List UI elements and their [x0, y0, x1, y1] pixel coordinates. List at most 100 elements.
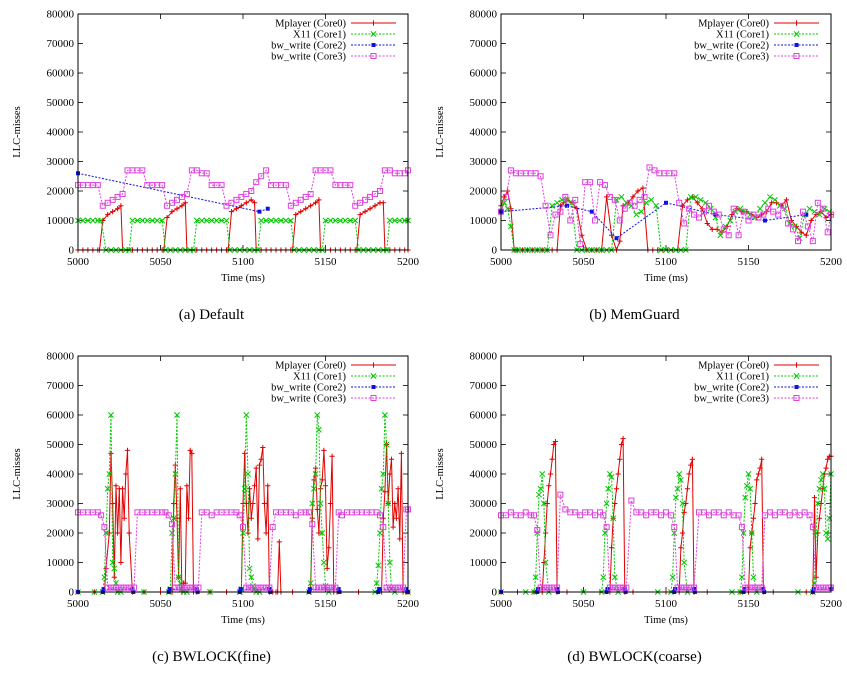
data-point — [555, 587, 560, 592]
chart-panel-d: 0 10000 20000 30000 40000 50000 60000 70000 8000… — [423, 342, 846, 684]
y-tick-label: 60000 — [47, 68, 75, 80]
legend-label: bw_write (Core2) — [271, 41, 346, 52]
data-point — [653, 202, 660, 209]
data-point — [540, 584, 547, 591]
data-point — [322, 217, 329, 224]
data-point — [532, 574, 539, 581]
data-point — [611, 196, 618, 203]
data-point — [263, 530, 269, 536]
data-point — [608, 545, 615, 551]
legend-marker — [794, 43, 799, 47]
data-point — [258, 217, 265, 224]
data-point — [505, 188, 511, 194]
data-point — [785, 220, 792, 227]
data-point — [376, 512, 383, 519]
legend-label: Mplayer (Core0) — [698, 361, 769, 372]
data-point — [367, 206, 373, 212]
data-point — [684, 486, 691, 492]
data-point — [309, 521, 316, 528]
data-point — [117, 584, 124, 591]
data-point — [620, 584, 627, 591]
chart-panel-c: 0 10000 20000 30000 40000 50000 60000 70000 8000… — [0, 342, 423, 684]
data-point — [681, 559, 688, 566]
data-point — [244, 471, 251, 477]
data-point — [811, 495, 818, 501]
data-point — [376, 188, 383, 194]
legend-label: Mplayer (Core0) — [275, 19, 346, 30]
y-tick-label: 30000 — [47, 498, 75, 510]
data-point — [676, 199, 683, 206]
data-point — [825, 456, 831, 462]
data-point — [522, 509, 529, 516]
data-point — [755, 584, 762, 591]
data-point — [385, 500, 392, 507]
data-point — [189, 450, 195, 456]
legend-marker — [370, 31, 377, 37]
data-point — [192, 584, 199, 591]
data-point — [814, 500, 821, 507]
data-point — [691, 584, 698, 591]
data-point — [547, 584, 554, 591]
data-point — [250, 500, 256, 507]
data-point — [302, 509, 309, 516]
y-tick-label: 0 — [69, 245, 75, 257]
data-point — [620, 436, 626, 442]
data-point — [745, 217, 752, 224]
data-point — [686, 205, 693, 212]
data-point — [725, 232, 732, 239]
data-point — [165, 512, 172, 519]
y-tick-label: 0 — [492, 587, 498, 599]
data-point — [692, 587, 697, 592]
series-line — [501, 494, 831, 589]
data-point — [790, 226, 797, 233]
data-point — [182, 200, 188, 206]
data-point — [383, 584, 390, 591]
data-point — [89, 217, 96, 224]
data-point — [159, 217, 166, 224]
x-tick-label: 5200 — [397, 598, 420, 610]
series-line — [500, 187, 832, 252]
data-point — [320, 559, 327, 566]
x-axis-label: Time (ms) — [221, 273, 265, 284]
data-point — [757, 205, 764, 212]
data-point — [292, 512, 299, 519]
data-point — [267, 587, 272, 592]
data-point — [245, 530, 251, 536]
data-point — [715, 211, 722, 218]
y-tick-label: 10000 — [470, 557, 498, 569]
data-point — [327, 167, 334, 174]
data-point — [114, 193, 121, 200]
data-point — [309, 500, 316, 507]
data-point — [108, 412, 114, 418]
legend-label: bw_write (Core3) — [694, 394, 769, 405]
data-point — [531, 512, 537, 519]
data-point — [184, 483, 190, 489]
data-point — [568, 199, 575, 206]
data-point — [218, 217, 225, 224]
y-axis-label: LLC-misses — [435, 106, 446, 157]
data-point — [319, 530, 326, 536]
y-tick-label: 60000 — [470, 410, 498, 422]
data-point — [319, 584, 326, 591]
data-point — [169, 521, 176, 528]
data-point — [188, 584, 195, 591]
y-tick-label: 70000 — [47, 380, 75, 392]
data-point — [799, 208, 806, 215]
data-point — [616, 217, 623, 224]
legend-marker — [371, 385, 376, 389]
data-point — [329, 584, 336, 591]
data-point — [603, 524, 610, 531]
data-point — [329, 453, 335, 459]
data-point — [319, 477, 325, 483]
series-line — [78, 198, 408, 251]
data-point — [631, 202, 638, 209]
y-tick-label: 10000 — [470, 215, 498, 227]
caption-b: (b) MemGuard — [589, 307, 680, 323]
data-point — [806, 205, 813, 212]
data-point — [293, 212, 299, 218]
data-point — [357, 212, 363, 218]
data-point — [175, 584, 182, 591]
data-point — [735, 512, 742, 519]
y-tick-label: 30000 — [470, 156, 498, 168]
data-point — [592, 217, 599, 224]
